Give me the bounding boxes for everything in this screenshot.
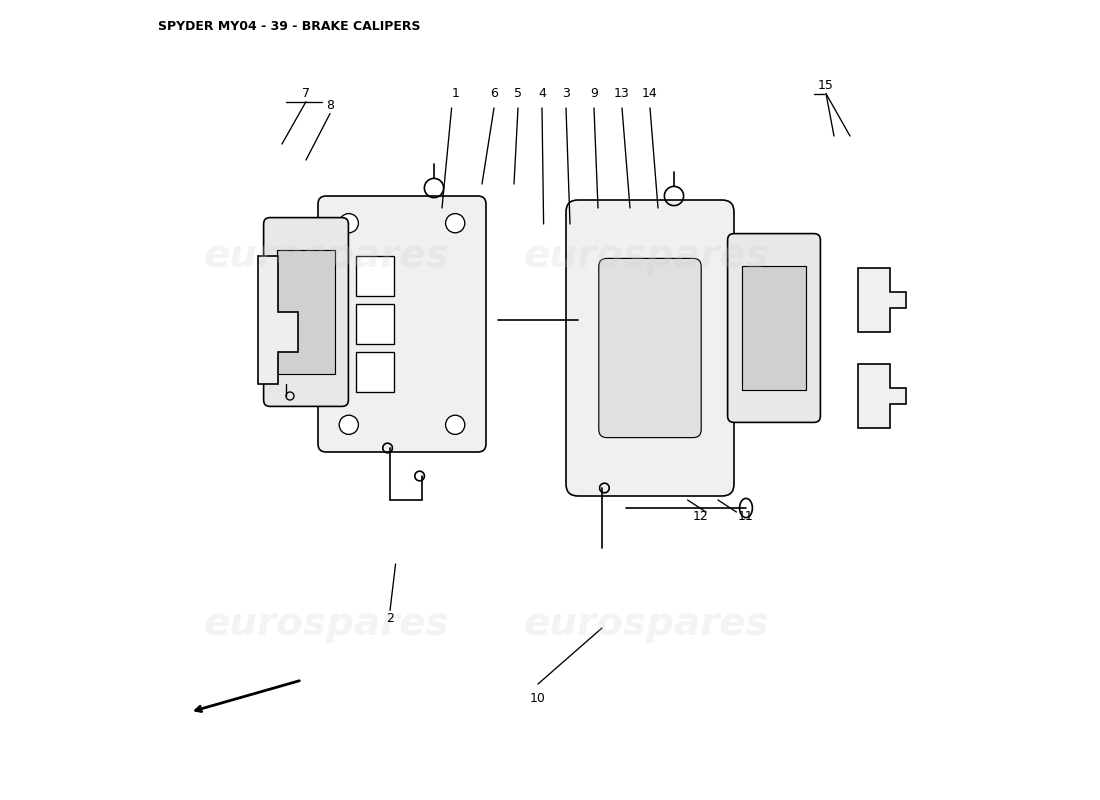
Text: 11: 11 xyxy=(738,510,754,522)
FancyBboxPatch shape xyxy=(598,258,701,438)
Bar xyxy=(277,250,334,374)
Text: 7: 7 xyxy=(302,87,310,100)
Text: eurospares: eurospares xyxy=(204,605,449,643)
Text: 9: 9 xyxy=(590,87,598,100)
Text: eurospares: eurospares xyxy=(204,237,449,275)
Polygon shape xyxy=(858,268,906,332)
Circle shape xyxy=(339,415,359,434)
Text: 15: 15 xyxy=(818,79,834,92)
Text: 6: 6 xyxy=(491,87,498,100)
Polygon shape xyxy=(858,364,906,428)
Text: 12: 12 xyxy=(693,510,708,522)
Circle shape xyxy=(446,415,465,434)
Text: SPYDER MY04 - 39 - BRAKE CALIPERS: SPYDER MY04 - 39 - BRAKE CALIPERS xyxy=(158,20,420,33)
Bar xyxy=(356,256,395,296)
Bar xyxy=(356,304,395,344)
Text: 13: 13 xyxy=(614,87,630,100)
Text: 10: 10 xyxy=(530,692,546,705)
Bar xyxy=(742,266,806,390)
Bar xyxy=(356,352,395,392)
Text: 14: 14 xyxy=(642,87,658,100)
Text: 1: 1 xyxy=(452,87,460,100)
FancyBboxPatch shape xyxy=(264,218,349,406)
Circle shape xyxy=(339,214,359,233)
Text: 8: 8 xyxy=(326,99,334,112)
Text: 2: 2 xyxy=(386,612,394,625)
Polygon shape xyxy=(258,256,298,384)
Circle shape xyxy=(446,214,465,233)
Text: 3: 3 xyxy=(562,87,570,100)
Text: eurospares: eurospares xyxy=(524,605,769,643)
FancyBboxPatch shape xyxy=(727,234,821,422)
Text: eurospares: eurospares xyxy=(524,237,769,275)
FancyBboxPatch shape xyxy=(318,196,486,452)
Text: 4: 4 xyxy=(538,87,546,100)
FancyBboxPatch shape xyxy=(566,200,734,496)
Text: 5: 5 xyxy=(514,87,522,100)
